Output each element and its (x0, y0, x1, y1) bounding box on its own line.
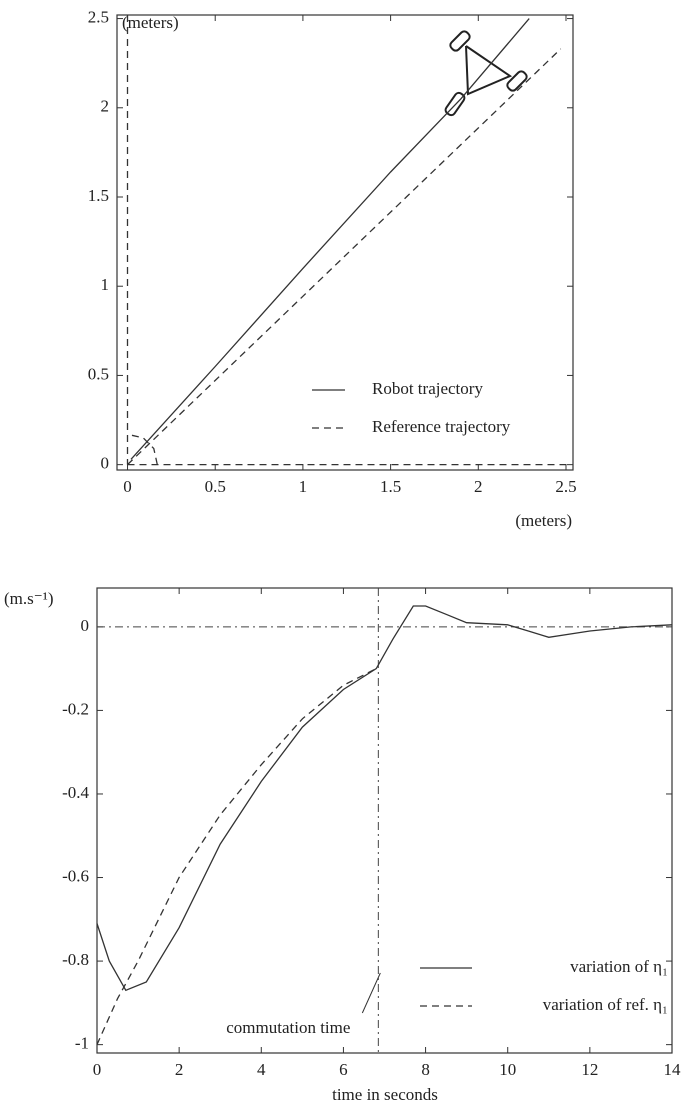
annotation-arrow (361, 972, 381, 1014)
legend-label: Robot trajectory (372, 379, 483, 398)
annotation: commutation time (226, 1018, 350, 1037)
y-axis-label: (meters) (122, 13, 179, 32)
y-tick-label: -0.8 (62, 950, 89, 969)
x-tick-label: 1 (299, 477, 308, 496)
x-tick-label: 2.5 (555, 477, 576, 496)
y-tick-label: 0.5 (88, 364, 109, 383)
y-tick-label: -1 (75, 1034, 89, 1053)
x-tick-label: 12 (581, 1060, 598, 1079)
x-tick-label: 8 (421, 1060, 430, 1079)
legend-label: variation of η₁ (570, 957, 668, 976)
y-tick-label: -0.4 (62, 783, 89, 802)
x-tick-label: 2 (474, 477, 483, 496)
x-tick-label: 6 (339, 1060, 348, 1079)
x-axis-label: (meters) (515, 511, 572, 530)
y-tick-label: -0.2 (62, 699, 89, 718)
x-tick-label: 2 (175, 1060, 184, 1079)
y-tick-label: 0 (81, 616, 90, 635)
series-line (130, 18, 530, 460)
y-tick-label: -0.6 (62, 866, 89, 885)
plot-frame (116, 14, 574, 471)
x-tick-label: 0 (123, 477, 132, 496)
robot-icon (444, 30, 528, 117)
plot-frame (96, 587, 673, 1054)
x-tick-label: 1.5 (380, 477, 401, 496)
x-tick-label: 10 (499, 1060, 516, 1079)
y-tick-label: 1.5 (88, 186, 109, 205)
x-tick-label: 0.5 (205, 477, 226, 496)
series-line (96, 605, 673, 992)
x-axis-label: time in seconds (332, 1085, 438, 1104)
series-line (96, 668, 377, 1045)
y-tick-label: 2.5 (88, 7, 109, 26)
x-tick-label: 0 (93, 1060, 102, 1079)
y-axis-label: (m.s⁻¹) (4, 589, 53, 608)
legend-label: variation of ref. η₁ (543, 995, 668, 1014)
series-line (126, 15, 570, 466)
y-tick-label: 0 (101, 454, 110, 473)
y-tick-label: 1 (101, 275, 110, 294)
x-tick-label: 4 (257, 1060, 266, 1079)
y-tick-label: 2 (101, 97, 110, 116)
x-tick-label: 14 (664, 1060, 682, 1079)
legend-label: Reference trajectory (372, 417, 511, 436)
